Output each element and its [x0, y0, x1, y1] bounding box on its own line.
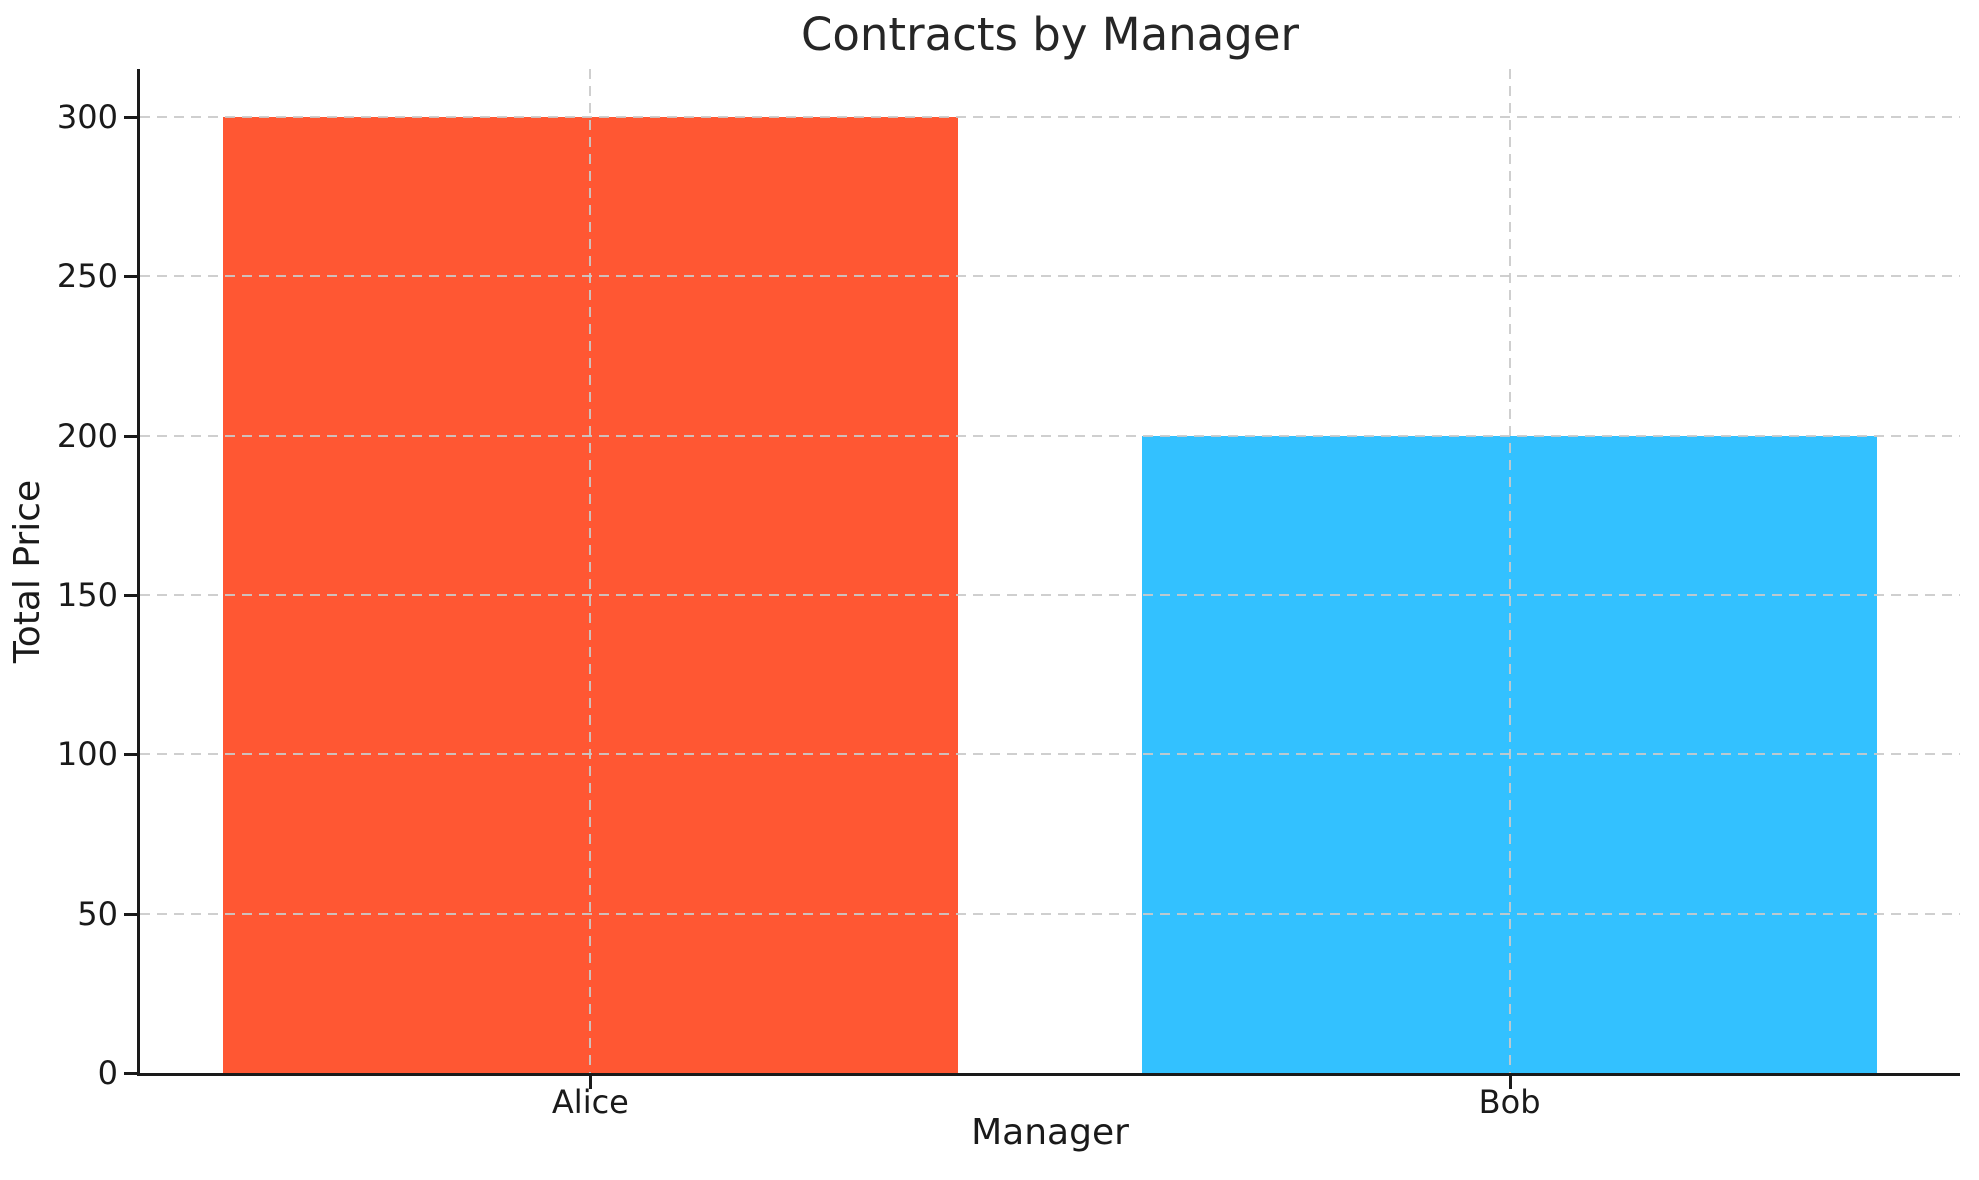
y-axis-label: Total Price: [7, 479, 49, 663]
x-tick-mark: [589, 1076, 593, 1089]
y-tick-mark: [124, 753, 137, 757]
y-tick-label: 250: [56, 257, 118, 296]
x-tick-label: Alice: [551, 1083, 629, 1121]
y-tick-label: 50: [77, 894, 118, 933]
y-axis-spine: [137, 69, 140, 1076]
h-gridline: [140, 275, 1960, 278]
y-tick-label: 300: [56, 97, 118, 136]
h-gridline: [140, 593, 1960, 596]
y-tick-label: 200: [56, 416, 118, 455]
plot-area: [137, 69, 1960, 1076]
x-axis-label: Manager: [971, 1112, 1129, 1153]
v-gridline: [589, 69, 592, 1073]
y-tick-mark: [124, 912, 137, 916]
y-tick-mark: [124, 593, 137, 597]
y-tick-mark: [124, 275, 137, 279]
x-tick-mark: [1508, 1076, 1512, 1089]
chart-title: Contracts by Manager: [800, 8, 1300, 61]
y-tick-mark: [124, 1072, 137, 1075]
y-tick-mark: [124, 434, 137, 438]
v-gridline: [1508, 69, 1511, 1073]
y-tick-label: 0: [97, 1054, 118, 1092]
x-axis-spine: [137, 1073, 1960, 1076]
y-tick-mark: [124, 115, 137, 119]
y-tick-label: 100: [56, 735, 118, 774]
h-gridline: [140, 434, 1960, 437]
h-gridline: [140, 753, 1960, 756]
x-tick-label: Bob: [1478, 1083, 1541, 1121]
h-gridline: [140, 912, 1960, 915]
y-tick-label: 150: [56, 575, 118, 614]
h-gridline: [140, 115, 1960, 118]
